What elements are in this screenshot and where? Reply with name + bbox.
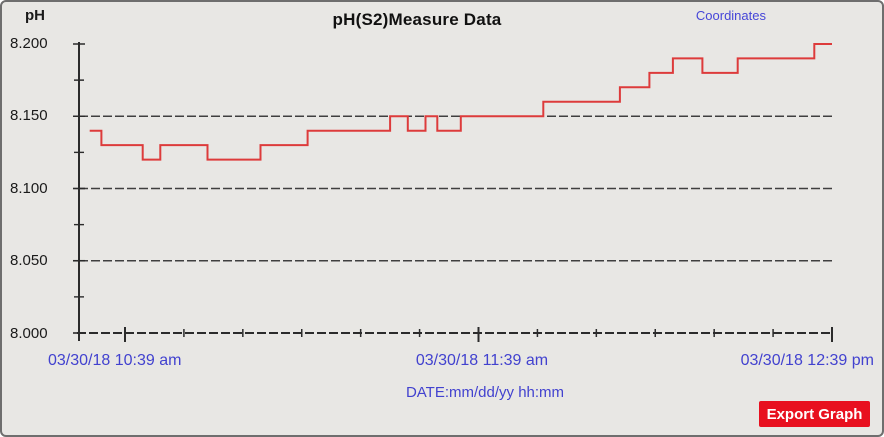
page-title: pH(S2)Measure Data <box>332 10 502 29</box>
export-graph-button[interactable]: Export Graph <box>759 401 870 427</box>
y-tick-label: 8.050 <box>10 252 48 269</box>
x-axis-title: DATE:mm/dd/yy hh:mm <box>405 384 565 401</box>
ph-series-line <box>89 43 832 161</box>
x-tick-label: 03/30/18 10:39 am <box>48 352 182 369</box>
y-tick-label: 8.100 <box>10 180 48 197</box>
y-axis-title: pH <box>25 7 45 24</box>
y-tick-label: 8.150 <box>10 107 48 124</box>
x-tick-label: 03/30/18 12:39 pm <box>740 352 874 369</box>
y-tick-label: 8.200 <box>10 35 48 52</box>
coordinates-link[interactable]: Coordinates <box>695 8 766 23</box>
y-tick-label: 8.000 <box>10 325 48 342</box>
x-tick-label: 03/30/18 11:39 am <box>415 352 549 369</box>
